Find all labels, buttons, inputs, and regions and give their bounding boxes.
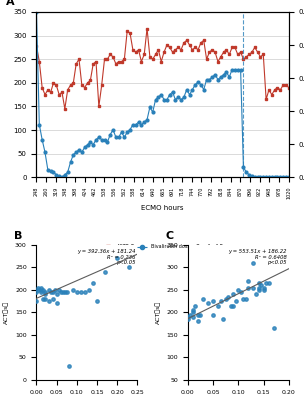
Point [95, 298, 99, 304]
Text: A: A [6, 0, 15, 7]
Point [38, 284, 43, 291]
Point [38, 289, 43, 295]
Point [52, 287, 57, 293]
Point [244, 296, 248, 302]
Point [251, 260, 256, 266]
Point [198, 312, 203, 318]
Point [256, 284, 261, 291]
Point [193, 302, 198, 309]
Point [216, 302, 221, 309]
Point [91, 280, 95, 286]
Text: C: C [166, 232, 174, 242]
Point [56, 287, 61, 293]
Point [58, 289, 63, 295]
Point [231, 302, 236, 309]
Point [266, 280, 271, 286]
Point [259, 282, 264, 288]
Point [50, 289, 55, 295]
Point [42, 296, 47, 302]
Text: y = 553.51x + 186.22
R² = 0.6408
p<0.05: y = 553.51x + 186.22 R² = 0.6408 p<0.05 [228, 249, 287, 266]
Point [221, 316, 226, 322]
Point [195, 312, 200, 318]
Point [251, 284, 256, 291]
Point [228, 302, 233, 309]
Point [54, 291, 59, 298]
Point [271, 325, 276, 331]
Point [36, 287, 41, 293]
Y-axis label: ACT（s）: ACT（s） [4, 301, 9, 324]
Point [87, 287, 92, 293]
Point [211, 298, 216, 304]
Point [261, 287, 266, 293]
Point [185, 316, 190, 322]
Point [103, 269, 108, 275]
Point [78, 289, 83, 295]
Point [188, 312, 193, 318]
Point [42, 291, 47, 298]
Point [231, 291, 236, 298]
Point [71, 287, 75, 293]
Point [191, 309, 195, 316]
Point [127, 264, 132, 270]
Point [223, 296, 228, 302]
Point [42, 289, 47, 295]
Point [226, 294, 231, 300]
Text: B: B [14, 232, 23, 242]
Point [38, 287, 43, 293]
Point [36, 284, 41, 291]
Point [46, 287, 51, 293]
Point [241, 296, 246, 302]
Point [236, 287, 241, 293]
Point [48, 289, 53, 295]
Point [185, 314, 190, 320]
Text: y = 392.36x + 181.24
R² = 0.236
p<0.05: y = 392.36x + 181.24 R² = 0.236 p<0.05 [77, 249, 135, 266]
Point [40, 287, 45, 293]
Point [50, 296, 55, 302]
Point [64, 289, 69, 295]
Point [233, 298, 238, 304]
Point [40, 296, 45, 302]
Point [238, 289, 243, 295]
Point [191, 314, 195, 320]
Y-axis label: ACT（s）: ACT（s） [155, 301, 161, 324]
Point [54, 300, 59, 306]
Point [62, 289, 67, 295]
X-axis label: ECMO hours: ECMO hours [141, 205, 184, 211]
Point [191, 307, 195, 313]
Point [254, 291, 258, 298]
Point [246, 284, 251, 291]
Legend: ACT（s）, Bivalirudin dosage（mg/kg/h）: ACT（s）, Bivalirudin dosage（mg/kg/h） [101, 242, 224, 251]
Point [34, 298, 39, 304]
Point [201, 296, 206, 302]
Point [206, 300, 210, 306]
Point [66, 363, 71, 370]
Point [261, 284, 266, 291]
Point [211, 312, 216, 318]
Point [218, 298, 223, 304]
Point [82, 289, 87, 295]
Point [195, 318, 200, 325]
Point [34, 289, 39, 295]
Point [115, 255, 120, 262]
Point [256, 287, 261, 293]
Point [60, 289, 65, 295]
Point [246, 278, 251, 284]
Point [46, 298, 51, 304]
Point [74, 289, 79, 295]
Point [256, 280, 261, 286]
Point [264, 280, 268, 286]
